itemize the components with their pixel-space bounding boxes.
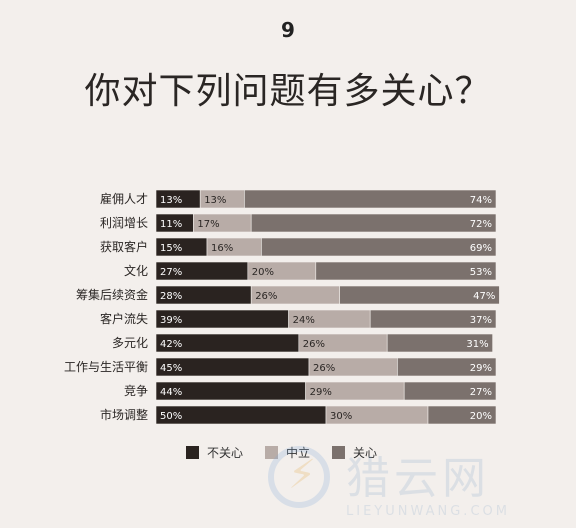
page-number: 9 [281,18,295,42]
bar-segment [403,381,497,401]
data-label: 26% [303,339,325,350]
data-label: 45% [160,363,182,374]
data-label: 20% [252,267,274,278]
data-label: 24% [293,315,315,326]
bar-segment [427,405,497,425]
category-label: 客户流失 [100,311,148,326]
data-label: 72% [470,219,492,230]
data-label: 74% [470,195,492,206]
data-label: 26% [255,291,277,302]
category-label: 利润增长 [100,216,148,230]
data-label: 30% [330,411,352,422]
page-title: 你对下列问题有多关心？ [84,71,492,112]
category-label: 筹集后续资金 [76,287,148,302]
data-label: 44% [160,387,182,398]
data-label: 13% [204,195,226,206]
legend-label-1: 中立 [286,446,311,460]
legend-item-1: 中立 [265,444,310,461]
data-label: 31% [466,339,488,350]
bar-segment [250,213,497,233]
category-label: 雇佣人才 [100,191,148,206]
data-label: 20% [470,411,492,422]
bar-segment [315,261,497,281]
data-label: 27% [470,387,492,398]
category-label: 获取客户 [100,239,148,254]
category-label: 多元化 [112,336,148,350]
data-label: 26% [313,363,335,374]
legend-swatch-1 [265,446,279,459]
legend-item-2: 关心 [332,444,377,461]
data-label: 39% [160,315,182,326]
data-label: 53% [470,267,492,278]
data-label: 16% [211,243,233,254]
watermark-subtext: LIEYUNWANG.COM [346,504,510,519]
data-label: 42% [160,339,182,350]
data-label: 29% [310,387,332,398]
bar-segment [261,237,497,257]
legend-label-0: 不关心 [207,446,244,460]
legend-swatch-2 [332,446,346,459]
category-label: 市场调整 [100,407,148,422]
legend-label-2: 关心 [353,446,378,460]
legend-swatch-0 [186,446,199,459]
bar-segment [386,333,493,353]
data-label: 37% [470,315,492,326]
data-label: 27% [160,267,182,278]
data-label: 29% [470,363,492,374]
bar-segment [339,285,500,305]
data-label: 17% [197,219,219,230]
legend: 不关心 中立 关心 [186,444,399,461]
data-label: 15% [160,243,182,254]
data-label: 11% [160,219,182,230]
data-label: 13% [160,195,182,206]
legend-item-0: 不关心 [186,444,243,461]
data-label: 28% [160,291,182,302]
category-label: 竞争 [124,384,148,398]
bar-segment [397,357,497,377]
bar-segment [244,189,497,209]
stacked-bar-chart: 雇佣人才 13% 13% 74% 利润增长 11% 17% 72% 获取客户 15% 16% 69% 文… [64,189,500,425]
category-label: 文化 [124,263,148,278]
bar-segment [369,309,497,329]
data-label: 69% [470,243,492,254]
category-label: 工作与生活平衡 [64,360,148,374]
data-label: 50% [160,411,182,422]
data-label: 47% [473,291,495,302]
